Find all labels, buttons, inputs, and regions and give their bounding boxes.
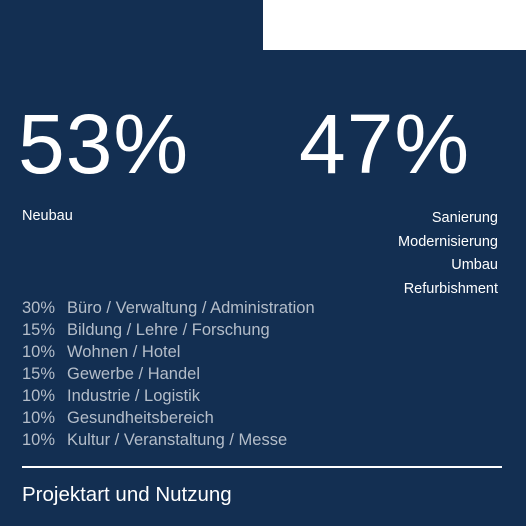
label-refurbishment: Refurbishment bbox=[403, 280, 498, 297]
usage-row-kultur: 10% Kultur / Veranstaltung / Messe bbox=[22, 429, 512, 451]
usage-percent: 10% bbox=[22, 386, 56, 405]
neubau-label: Neubau bbox=[22, 208, 73, 224]
usage-row-wohnen: 10% Wohnen / Hotel bbox=[22, 341, 512, 363]
usage-percent: 10% bbox=[22, 430, 56, 449]
usage-label: Büro / Verwaltung / Administration bbox=[67, 298, 315, 317]
divider bbox=[22, 466, 502, 468]
usage-percent: 10% bbox=[22, 408, 56, 427]
label-sanierung: Sanierung bbox=[431, 210, 498, 226]
usage-row-buero: 30% Büro / Verwaltung / Administration bbox=[22, 297, 512, 319]
sanierung-labels: Sanierung Modernisierung Umbau Refurbish… bbox=[258, 207, 498, 301]
usage-label: Gesundheitsbereich bbox=[67, 408, 214, 427]
usage-percent: 30% bbox=[22, 298, 56, 317]
usage-label: Gewerbe / Handel bbox=[67, 364, 200, 383]
usage-label: Wohnen / Hotel bbox=[67, 342, 181, 361]
usage-percent: 10% bbox=[22, 342, 56, 361]
label-modernisierung: Modernisierung bbox=[398, 233, 498, 250]
usage-list: 30% Büro / Verwaltung / Administration 1… bbox=[22, 297, 512, 451]
usage-label: Bildung / Lehre / Forschung bbox=[67, 320, 270, 339]
usage-percent: 15% bbox=[22, 364, 56, 383]
neubau-percent: 53% bbox=[18, 97, 190, 191]
usage-row-gesundheit: 10% Gesundheitsbereich bbox=[22, 407, 512, 429]
label-umbau: Umbau bbox=[451, 257, 498, 273]
usage-label: Kultur / Veranstaltung / Messe bbox=[67, 430, 288, 449]
usage-row-gewerbe: 15% Gewerbe / Handel bbox=[22, 363, 512, 385]
corner-notch bbox=[263, 0, 526, 50]
usage-row-industrie: 10% Industrie / Logistik bbox=[22, 385, 512, 407]
usage-row-bildung: 15% Bildung / Lehre / Forschung bbox=[22, 319, 512, 341]
usage-percent: 15% bbox=[22, 320, 56, 339]
usage-label: Industrie / Logistik bbox=[67, 386, 200, 405]
footer-title: Projektart und Nutzung bbox=[22, 483, 232, 506]
sanierung-percent: 47% bbox=[299, 97, 471, 191]
